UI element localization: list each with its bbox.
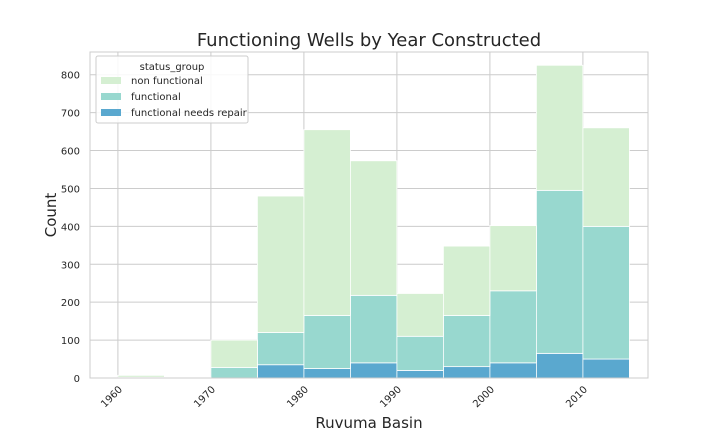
bar-functional-needs-repair xyxy=(396,370,444,379)
x-tick-label: 1980 xyxy=(285,384,311,410)
bar-functional xyxy=(582,225,630,360)
y-axis-label: Count xyxy=(42,193,60,238)
y-tick-label: 300 xyxy=(61,260,80,271)
bar-functional xyxy=(536,189,584,354)
bar-non-functional xyxy=(303,129,351,316)
x-axis-label: Ruvuma Basin xyxy=(315,414,422,432)
bar-functional xyxy=(396,335,444,371)
bar-functional xyxy=(489,290,537,364)
y-tick-label: 100 xyxy=(61,336,80,347)
legend-box xyxy=(95,55,249,124)
x-tick-label: 1990 xyxy=(378,384,404,410)
y-tick-label: 200 xyxy=(61,298,80,309)
bar-non-functional xyxy=(210,339,258,368)
x-tick-label: 2010 xyxy=(564,384,590,410)
legend-entry-functional-needs-repair: functional needs repair xyxy=(131,108,248,119)
bar-non-functional xyxy=(442,245,491,316)
bar-functional xyxy=(303,315,351,369)
bar-functional-needs-repair xyxy=(489,362,537,379)
bar-non-functional xyxy=(117,374,165,378)
legend-swatch-functional xyxy=(101,93,121,100)
y-tick-label: 500 xyxy=(61,184,80,195)
legend: status_group non functional functional f… xyxy=(95,55,249,124)
legend-entry-non-functional: non functional xyxy=(131,76,203,87)
bar-functional xyxy=(256,332,305,366)
bar-functional xyxy=(210,366,258,379)
x-tick-label: 2000 xyxy=(471,384,497,410)
bar-functional xyxy=(442,315,491,368)
bar-functional-needs-repair xyxy=(536,352,584,379)
chart-title: Functioning Wells by Year Constructed xyxy=(197,30,541,51)
bar-non-functional xyxy=(536,64,584,191)
x-tick-label: 1970 xyxy=(192,384,218,410)
x-tick-label: 1960 xyxy=(99,384,125,410)
bar-functional xyxy=(349,294,398,364)
bar-functional-needs-repair xyxy=(349,362,398,379)
bar-functional-needs-repair xyxy=(442,366,491,379)
y-tick-label: 700 xyxy=(61,109,80,120)
bar-non-functional xyxy=(349,160,398,296)
plot-border xyxy=(89,51,649,379)
bar-functional-needs-repair xyxy=(256,364,305,379)
legend-swatch-non-functional xyxy=(101,77,121,84)
bar-non-functional xyxy=(582,127,630,227)
bar-non-functional xyxy=(256,195,305,333)
bar-functional-needs-repair xyxy=(303,368,351,379)
bar-non-functional xyxy=(396,293,444,337)
bar-non-functional xyxy=(489,225,537,292)
y-tick-label: 400 xyxy=(61,222,80,233)
bar-functional-needs-repair xyxy=(582,358,630,379)
y-tick-label: 600 xyxy=(61,147,80,158)
y-tick-label: 0 xyxy=(74,374,80,385)
legend-swatch-functional-needs-repair xyxy=(101,109,121,116)
legend-entry-functional: functional xyxy=(131,92,181,103)
legend-title: status_group xyxy=(140,62,205,73)
y-tick-label: 800 xyxy=(61,71,80,82)
